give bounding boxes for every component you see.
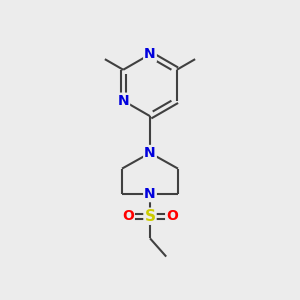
Text: S: S (145, 209, 155, 224)
Text: N: N (144, 47, 156, 61)
Text: N: N (117, 94, 129, 108)
Text: O: O (122, 209, 134, 223)
Text: N: N (144, 146, 156, 160)
Text: O: O (166, 209, 178, 223)
Text: N: N (144, 187, 156, 201)
